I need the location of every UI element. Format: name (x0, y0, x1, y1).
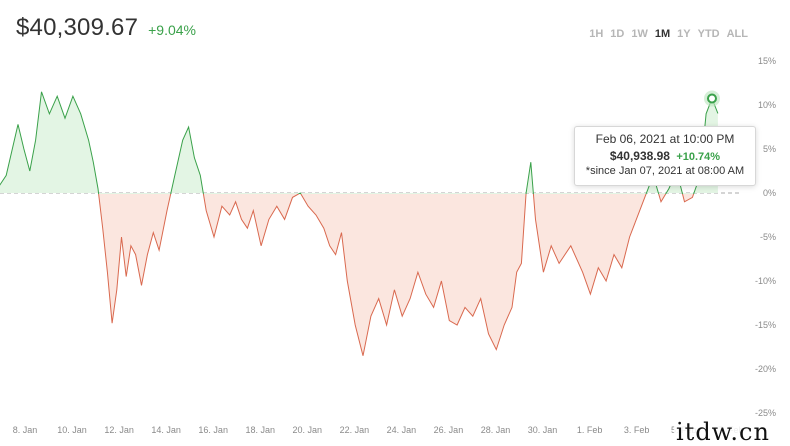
tooltip-change: +10.74% (676, 151, 721, 163)
x-axis: 8. Jan 10. Jan 12. Jan 14. Jan 16. Jan 18. Ja… (13, 425, 744, 435)
x-tick-label: 22. Jan (340, 425, 370, 435)
x-tick-label: 24. Jan (387, 425, 417, 435)
y-axis: 15% 10% 5% 0% -5% -10% -15% -20% -25% (755, 56, 776, 418)
range-all-button[interactable]: ALL (726, 28, 748, 40)
x-tick-label: 20. Jan (293, 425, 323, 435)
y-tick-label: -20% (755, 364, 776, 374)
current-price: $40,309.67 (16, 14, 139, 41)
hover-marker (706, 93, 717, 104)
x-tick-label: 28. Jan (481, 425, 511, 435)
series-line-down (98, 194, 695, 356)
x-tick-label: 26. Jan (434, 425, 464, 435)
range-1w-button[interactable]: 1W (631, 28, 648, 40)
tooltip-date: Feb 06, 2021 at 10:00 PM (595, 132, 735, 146)
plot-area (0, 90, 742, 356)
y-tick-label: 15% (758, 56, 776, 66)
x-tick-label: 10. Jan (57, 425, 87, 435)
area-above-baseline (0, 91, 718, 194)
x-tick-label: 14. Jan (151, 425, 181, 435)
price-change-percent: +9.04% (148, 22, 196, 38)
chart-tooltip: Feb 06, 2021 at 10:00 PM $40,938.98 +10.… (574, 126, 756, 186)
y-tick-label: 5% (763, 144, 776, 154)
x-tick-label: 18. Jan (245, 425, 275, 435)
y-tick-label: -10% (755, 276, 776, 286)
x-tick-label: 3. Feb (624, 425, 650, 435)
tooltip-value: $40,938.98 (609, 149, 670, 163)
y-tick-label: 0% (763, 188, 776, 198)
x-tick-label: 12. Jan (104, 425, 134, 435)
x-tick-label: 30. Jan (528, 425, 558, 435)
y-tick-label: 10% (758, 100, 776, 110)
site-watermark: itdw.cn (674, 418, 772, 446)
range-1d-button[interactable]: 1D (610, 28, 625, 40)
y-tick-label: -15% (755, 320, 776, 330)
tooltip-since: *since Jan 07, 2021 at 08:00 AM (585, 165, 745, 177)
range-selector: 1H 1D 1W 1M 1Y YTD ALL (589, 28, 748, 40)
price-header: $40,309.67 +9.04% (16, 14, 196, 42)
x-tick-label: 8. Jan (13, 425, 38, 435)
x-tick-label: 16. Jan (198, 425, 228, 435)
y-tick-label: -5% (760, 232, 776, 242)
range-1h-button[interactable]: 1H (589, 28, 604, 40)
y-tick-label: -25% (755, 408, 776, 418)
range-ytd-button[interactable]: YTD (697, 28, 720, 40)
area-below-baseline (98, 194, 694, 356)
range-1m-button[interactable]: 1M (654, 28, 671, 40)
range-1y-button[interactable]: 1Y (677, 28, 691, 40)
x-tick-label: 1. Feb (577, 425, 603, 435)
